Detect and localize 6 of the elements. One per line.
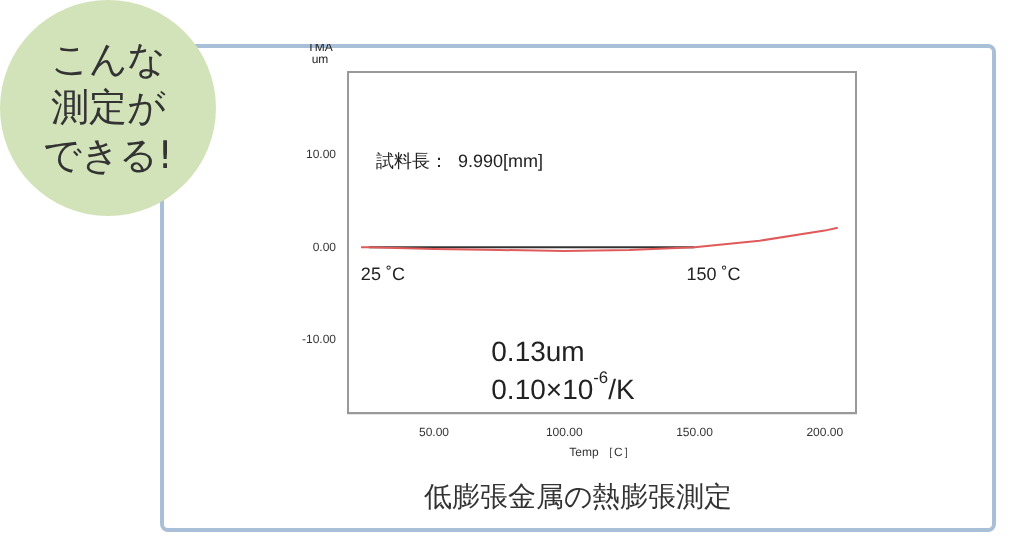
annotation: 試料長： 9.990[mm] bbox=[376, 150, 544, 171]
annotation: 150 ˚C bbox=[686, 264, 742, 285]
annotation: 25 ˚C bbox=[360, 264, 406, 285]
text: 低膨張金属の熱膨張測定 bbox=[422, 480, 734, 516]
annotation: 0.13um bbox=[491, 334, 585, 367]
text: こんな測定ができる! bbox=[41, 36, 175, 180]
